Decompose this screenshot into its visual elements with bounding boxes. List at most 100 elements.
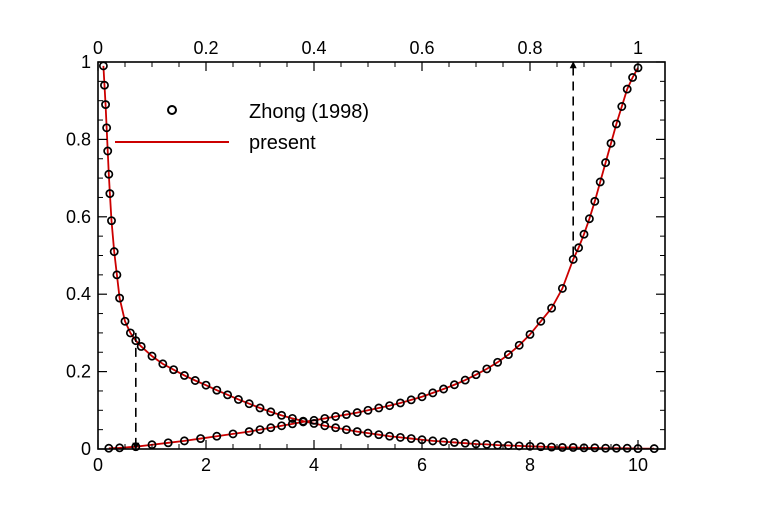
axis-tick-labels: 0 2 4 6 8 100 0.2 0.4 0.6 0.8 100.20.40.60.81 bbox=[66, 38, 648, 475]
y-tick-label: 0.8 bbox=[66, 129, 91, 149]
zhong-rising-point bbox=[622, 84, 632, 94]
zhong-rising-point bbox=[460, 375, 470, 385]
zhong-decaying-point bbox=[104, 169, 114, 179]
zhong-decaying-point bbox=[482, 439, 492, 449]
zhong-rising-point bbox=[547, 303, 557, 313]
x-bottom-tick-label: 6 bbox=[417, 455, 427, 475]
x-top-tick-label: 0.4 bbox=[301, 38, 326, 58]
present-rising-line bbox=[108, 67, 639, 449]
x-bottom-tick-label: 0 bbox=[93, 455, 103, 475]
axis-ticks bbox=[97, 61, 666, 450]
zhong-rising-point bbox=[352, 408, 362, 418]
zhong-rising-point bbox=[163, 438, 173, 448]
zhong-rising-point bbox=[266, 423, 276, 433]
zhong-decaying-point bbox=[331, 423, 341, 433]
zhong-rising-point bbox=[374, 403, 384, 413]
zhong-rising-point bbox=[179, 436, 189, 446]
y-tick-label: 0.4 bbox=[66, 284, 91, 304]
zhong-decaying-point bbox=[406, 434, 416, 443]
x-top-tick-label: 0.8 bbox=[517, 38, 542, 58]
zhong-rising-point bbox=[584, 214, 594, 224]
zhong-rising-point bbox=[395, 398, 405, 408]
zhong-decaying-point bbox=[136, 341, 146, 351]
zhong-rising-point bbox=[579, 229, 589, 239]
zhong-rising-point bbox=[628, 73, 638, 82]
zhong-rising-point bbox=[525, 330, 535, 339]
zhong-rising-point bbox=[601, 158, 611, 168]
zhong-decaying-point bbox=[266, 407, 276, 417]
zhong-rising-point bbox=[595, 177, 605, 187]
plot-frame bbox=[97, 61, 666, 450]
zhong-decaying-point bbox=[309, 419, 319, 428]
y-tick-label: 1 bbox=[81, 52, 91, 72]
y-tick-label: 0 bbox=[81, 439, 91, 459]
zhong-rising-point bbox=[514, 340, 524, 350]
zhong-rising-point bbox=[449, 380, 459, 390]
zhong-rising-point bbox=[309, 415, 319, 425]
zhong-decaying-point bbox=[557, 443, 567, 452]
series-markers bbox=[98, 61, 659, 454]
x-top-tick-label: 0 bbox=[93, 38, 103, 58]
zhong-decaying-point bbox=[385, 431, 395, 441]
zhong-rising-point bbox=[417, 392, 427, 402]
zhong-rising-point bbox=[244, 427, 254, 437]
zhong-rising-point bbox=[277, 421, 287, 431]
zhong-decaying-point bbox=[341, 425, 351, 435]
zhong-decaying-point bbox=[277, 410, 287, 420]
y-tick-label: 0.6 bbox=[66, 207, 91, 227]
zhong-decaying-point bbox=[125, 328, 135, 338]
zhong-rising-point bbox=[574, 243, 584, 253]
zhong-rising-point bbox=[385, 401, 395, 411]
x-bottom-tick-label: 2 bbox=[201, 455, 211, 475]
x-top-tick-label: 0.6 bbox=[409, 38, 434, 58]
zhong-rising-point bbox=[287, 419, 297, 429]
zhong-rising-point bbox=[611, 119, 621, 129]
zhong-rising-point bbox=[363, 405, 373, 415]
zhong-rising-point bbox=[428, 388, 438, 398]
zhong-rising-point bbox=[568, 254, 578, 264]
zhong-decaying-point bbox=[449, 437, 459, 447]
zhong-decaying-point bbox=[112, 270, 122, 280]
zhong-decaying-point bbox=[190, 376, 200, 385]
legend-label-present: present bbox=[249, 132, 316, 154]
zhong-rising-point bbox=[341, 410, 351, 420]
zhong-rising-point bbox=[617, 102, 627, 111]
zhong-rising-point bbox=[503, 350, 513, 360]
zhong-decaying-point bbox=[287, 413, 297, 423]
annotations bbox=[132, 61, 577, 450]
zhong-decaying-point bbox=[233, 395, 243, 404]
zhong-decaying-point bbox=[428, 436, 438, 446]
zhong-rising-point bbox=[115, 443, 125, 453]
zhong-decaying-point bbox=[352, 427, 362, 437]
zhong-decaying-point bbox=[223, 390, 233, 400]
zhong-rising-point bbox=[493, 357, 503, 367]
zhong-decaying-point bbox=[147, 351, 157, 361]
zhong-rising-point bbox=[439, 384, 449, 394]
zhong-decaying-point bbox=[179, 371, 189, 380]
zhong-decaying-point bbox=[395, 432, 405, 442]
x-bottom-tick-label: 10 bbox=[628, 455, 648, 475]
zhong-decaying-point bbox=[363, 428, 373, 438]
zhong-decaying-point bbox=[169, 365, 179, 375]
zhong-rising-point bbox=[298, 417, 308, 427]
zhong-rising-point bbox=[212, 431, 222, 441]
x-top-tick-label: 0.2 bbox=[193, 38, 218, 58]
zhong-decaying-point bbox=[102, 123, 112, 133]
zhong-rising-point bbox=[228, 429, 238, 439]
zhong-decaying-point bbox=[105, 189, 115, 199]
zhong-decaying-point bbox=[439, 437, 449, 447]
zhong-decaying-point bbox=[590, 443, 600, 453]
x-bottom-tick-label: 4 bbox=[309, 455, 319, 475]
zhong-rising-point bbox=[331, 412, 341, 421]
y-tick-label: 0.2 bbox=[66, 362, 91, 382]
zhong-decaying-point bbox=[212, 385, 222, 395]
zhong-rising-point bbox=[196, 434, 206, 443]
zhong-decaying-point bbox=[244, 399, 254, 409]
zhong-rising-point bbox=[255, 425, 265, 435]
zhong-decaying-point bbox=[120, 316, 130, 326]
series-lines bbox=[102, 65, 655, 449]
legend-label-zhong: Zhong (1998) bbox=[249, 101, 369, 123]
zhong-rising-point bbox=[536, 316, 546, 326]
x-bottom-tick-label: 8 bbox=[525, 455, 535, 475]
